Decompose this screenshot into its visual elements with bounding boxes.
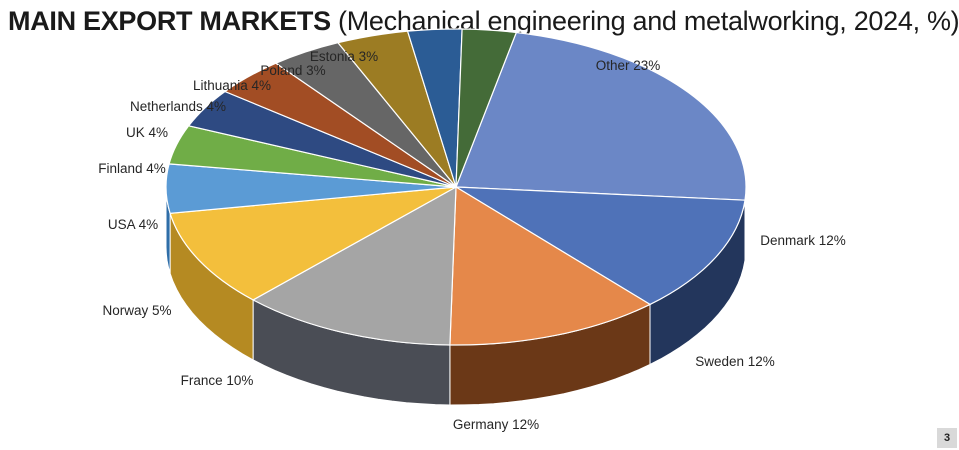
label-germany: Germany 12% <box>453 417 539 432</box>
slice-germany <box>251 185 457 346</box>
label-lithuania: Lithuania 4% <box>193 78 271 93</box>
label-usa: USA 4% <box>108 217 158 232</box>
label-estonia: Estonia 3% <box>310 49 378 64</box>
pie-tops <box>165 28 747 346</box>
label-other: Other 23% <box>596 58 661 73</box>
label-sweden: Sweden 12% <box>695 354 775 369</box>
slice-france <box>169 186 457 301</box>
label-uk: UK 4% <box>126 125 168 140</box>
label-poland: Poland 3% <box>260 63 325 78</box>
slice-denmark <box>455 186 746 306</box>
label-finland: Finland 4% <box>98 161 166 176</box>
slice-estonia <box>455 28 518 188</box>
slice-sweden <box>449 185 652 346</box>
pie-labels: Other 23% Denmark 12% Sweden 12% Germany 12… <box>98 49 846 432</box>
label-norway: Norway 5% <box>102 303 171 318</box>
pie-sides <box>165 186 747 406</box>
label-denmark: Denmark 12% <box>760 233 846 248</box>
label-netherlands: Netherlands 4% <box>130 99 226 114</box>
title-bold: MAIN EXPORT MARKETS <box>8 6 331 36</box>
slice-other <box>455 31 747 201</box>
label-france: France 10% <box>181 373 254 388</box>
page-number: 3 <box>937 428 957 448</box>
